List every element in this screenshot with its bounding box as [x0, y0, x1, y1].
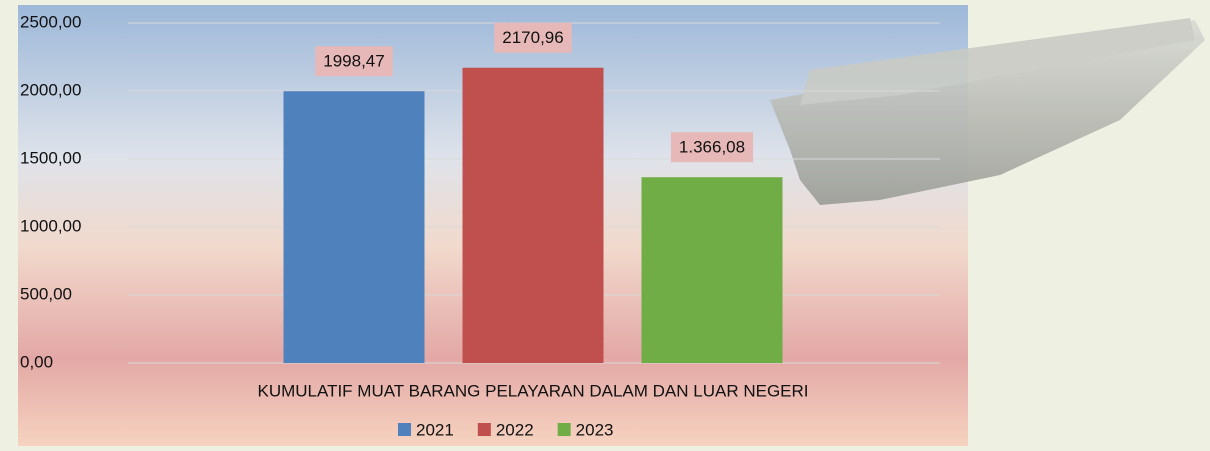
value-label-box: [315, 46, 393, 77]
value-label-box: [494, 22, 572, 53]
legend-label: 2023: [576, 420, 614, 439]
y-tick-label: 1500,00: [20, 148, 81, 167]
bar: [641, 177, 783, 363]
y-tick-label: 2000,00: [20, 80, 81, 99]
legend: 2021 2022 2023: [398, 420, 613, 439]
ship-containers: [800, 18, 1195, 105]
y-tick-label: 1000,00: [20, 216, 81, 235]
legend-swatch: [477, 423, 491, 436]
legend-label: 2022: [496, 420, 534, 439]
bar: [462, 67, 604, 363]
bar: [283, 91, 425, 364]
value-label-box: [670, 132, 754, 163]
value-label: 1998,47: [323, 52, 384, 71]
value-label: 2170,96: [502, 28, 563, 47]
legend-label: 2021: [416, 420, 454, 439]
value-label: 1.366,08: [679, 138, 745, 157]
y-tick-label: 500,00: [20, 284, 72, 303]
y-tick-label: 2500,00: [20, 12, 81, 31]
y-tick-label: 0,00: [20, 352, 53, 371]
x-tick-label: KUMULATIF MUAT BARANG PELAYARAN DALAM DA…: [257, 381, 808, 400]
legend-swatch: [557, 423, 571, 436]
legend-swatch: [398, 423, 411, 436]
plot: 0,00 500,00 1000,00 1500,00 2000,00 2500,00 KU…: [20, 12, 940, 439]
